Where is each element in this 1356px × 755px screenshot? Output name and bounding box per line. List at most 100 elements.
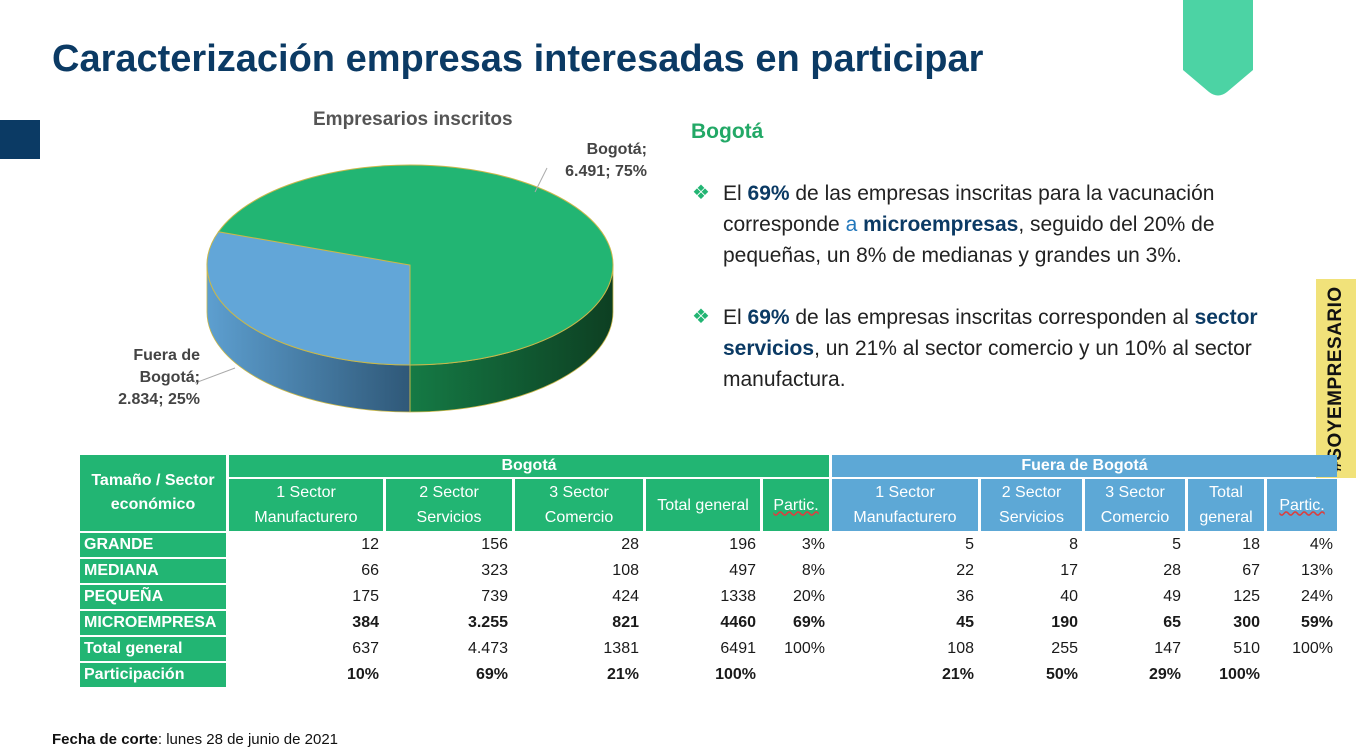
partic-label: Partic. (773, 496, 819, 514)
pie-label-bogota: Bogotá; 6.491; 75% (565, 141, 647, 180)
cell-bogota: 20% (792, 588, 825, 605)
summary-bullets: ❖ El 69% de las empresas inscritas para l… (692, 178, 1292, 426)
bullet-text: de las empresas inscritas corresponden a… (789, 306, 1195, 329)
soyempresario-tag: #SOYEMPRESARIO (1316, 279, 1356, 478)
cell-fuera: 190 (1051, 614, 1078, 631)
cell-bogota: 21% (606, 666, 639, 683)
cell-bogota: 821 (612, 614, 639, 631)
cell-fuera: 125 (1233, 588, 1260, 605)
cell-fuera: 18 (1242, 536, 1260, 553)
table-row: PEQUEÑA 175 739 424 1338 20% 36 40 49 125 24% (80, 585, 1337, 609)
cell-bogota: 6491 (720, 640, 756, 657)
group-header-bogota: Bogotá (229, 455, 829, 477)
cell-fuera: 5 (965, 536, 974, 553)
left-accent-bar (0, 120, 40, 159)
cell-bogota: 1381 (603, 640, 639, 657)
footer-label: Fecha de corte (52, 731, 158, 748)
col-header-bogota: Partic. (763, 479, 829, 531)
cell-bogota: 323 (481, 562, 508, 579)
cell-fuera: 50% (1045, 666, 1078, 683)
cell-fuera: 4% (1309, 536, 1333, 553)
cell-fuera: 100% (1219, 666, 1260, 683)
top-bookmark-tab (1183, 0, 1253, 96)
row-header: MEDIANA (80, 559, 226, 583)
row-header: Participación (80, 663, 226, 687)
cell-fuera: 13% (1300, 562, 1333, 579)
cell-bogota: 8% (801, 562, 825, 579)
cell-fuera: 59% (1300, 614, 1333, 631)
cell-bogota: 424 (612, 588, 639, 605)
cell-fuera: 45 (956, 614, 974, 631)
table-row: Total general 637 4.473 1381 6491 100% 108 255 1… (80, 637, 1337, 661)
cell-bogota (763, 663, 829, 687)
cell-bogota: 3.255 (467, 614, 508, 631)
bullet-text-blue: a (845, 213, 864, 236)
diamond-bullet-icon: ❖ (692, 306, 710, 328)
cell-bogota: 108 (612, 562, 639, 579)
table-row: GRANDE 12 156 28 196 3% 5 8 5 18 4% (80, 533, 1337, 557)
cell-fuera: 147 (1154, 640, 1181, 657)
diamond-bullet-icon: ❖ (692, 182, 710, 204)
bullet-text: , un 21% al sector comercio y un 10% al … (723, 337, 1252, 391)
cell-bogota: 4.473 (467, 640, 508, 657)
cell-fuera: 300 (1233, 614, 1260, 631)
bullet-text: de las empresas inscritas para la vacuna… (723, 182, 1215, 236)
cell-fuera: 67 (1242, 562, 1260, 579)
col-header-fuera: 2 Sector Servicios (981, 479, 1082, 531)
cell-fuera: 29% (1148, 666, 1181, 683)
cell-fuera: 21% (941, 666, 974, 683)
page-title: Caracterización empresas interesadas en … (52, 38, 984, 80)
summary-bullet: ❖ El 69% de las empresas inscritas corres… (692, 302, 1292, 395)
cell-bogota: 66 (361, 562, 379, 579)
row-header: PEQUEÑA (80, 585, 226, 609)
col-header-bogota: 3 Sector Comercio (515, 479, 643, 531)
table-row: Participación 10% 69% 21% 100% 21% 50% 29% 100% (80, 663, 1337, 687)
summary-bullet: ❖ El 69% de las empresas inscritas para l… (692, 178, 1292, 271)
table-row: MICROEMPRESA 384 3.255 821 4460 69% 45 190 65 300… (80, 611, 1337, 635)
table-row: MEDIANA 66 323 108 497 8% 22 17 28 67 13% (80, 559, 1337, 583)
cell-fuera: 24% (1300, 588, 1333, 605)
bullet-highlight-percent: 69% (747, 306, 790, 329)
col-header-bogota: Total general (646, 479, 760, 531)
bullet-text: , seguido del 20% de pequeñas, un 8% de … (723, 213, 1215, 267)
cell-fuera: 510 (1233, 640, 1260, 657)
summary-heading: Bogotá (691, 120, 764, 143)
pie-chart (206, 164, 614, 413)
cell-bogota: 69% (792, 614, 825, 631)
col-header-fuera: Partic. (1267, 479, 1337, 531)
pie-label-fuera: Fuera de Bogotá; 2.834; 25% (118, 347, 200, 408)
col-header-fuera: 3 Sector Comercio (1085, 479, 1185, 531)
cell-fuera: 40 (1060, 588, 1078, 605)
cell-fuera: 100% (1292, 640, 1333, 657)
cell-fuera: 22 (956, 562, 974, 579)
col-header-bogota: 1 Sector Manufacturero (229, 479, 383, 531)
col-header-fuera: 1 Sector Manufacturero (832, 479, 978, 531)
cell-bogota: 12 (361, 536, 379, 553)
cell-bogota: 175 (352, 588, 379, 605)
cell-bogota: 100% (784, 640, 825, 657)
group-header-fuera: Fuera de Bogotá (832, 455, 1337, 477)
data-table: Tamaño / Sector económico Bogotá Fuera d… (77, 453, 1340, 689)
cell-bogota: 10% (346, 666, 379, 683)
cell-bogota: 156 (481, 536, 508, 553)
row-header: GRANDE (80, 533, 226, 557)
cell-bogota: 28 (621, 536, 639, 553)
cell-fuera: 108 (947, 640, 974, 657)
pie-slice-fuera (206, 231, 411, 366)
col-header-bogota: 2 Sector Servicios (386, 479, 512, 531)
bullet-highlight-term: microempresas (863, 213, 1019, 236)
partic-label: Partic. (1279, 496, 1325, 514)
cell-fuera: 65 (1163, 614, 1181, 631)
cell-bogota: 384 (352, 614, 379, 631)
pie-slice-bogota (217, 164, 614, 366)
cell-bogota: 69% (475, 666, 508, 683)
cell-fuera: 36 (956, 588, 974, 605)
cell-bogota: 637 (352, 640, 379, 657)
cell-bogota: 497 (729, 562, 756, 579)
cell-fuera: 28 (1163, 562, 1181, 579)
cell-bogota: 196 (729, 536, 756, 553)
bullet-text: El (723, 306, 748, 329)
bullet-highlight-term: sector servicios (723, 306, 1258, 360)
cell-bogota: 739 (481, 588, 508, 605)
